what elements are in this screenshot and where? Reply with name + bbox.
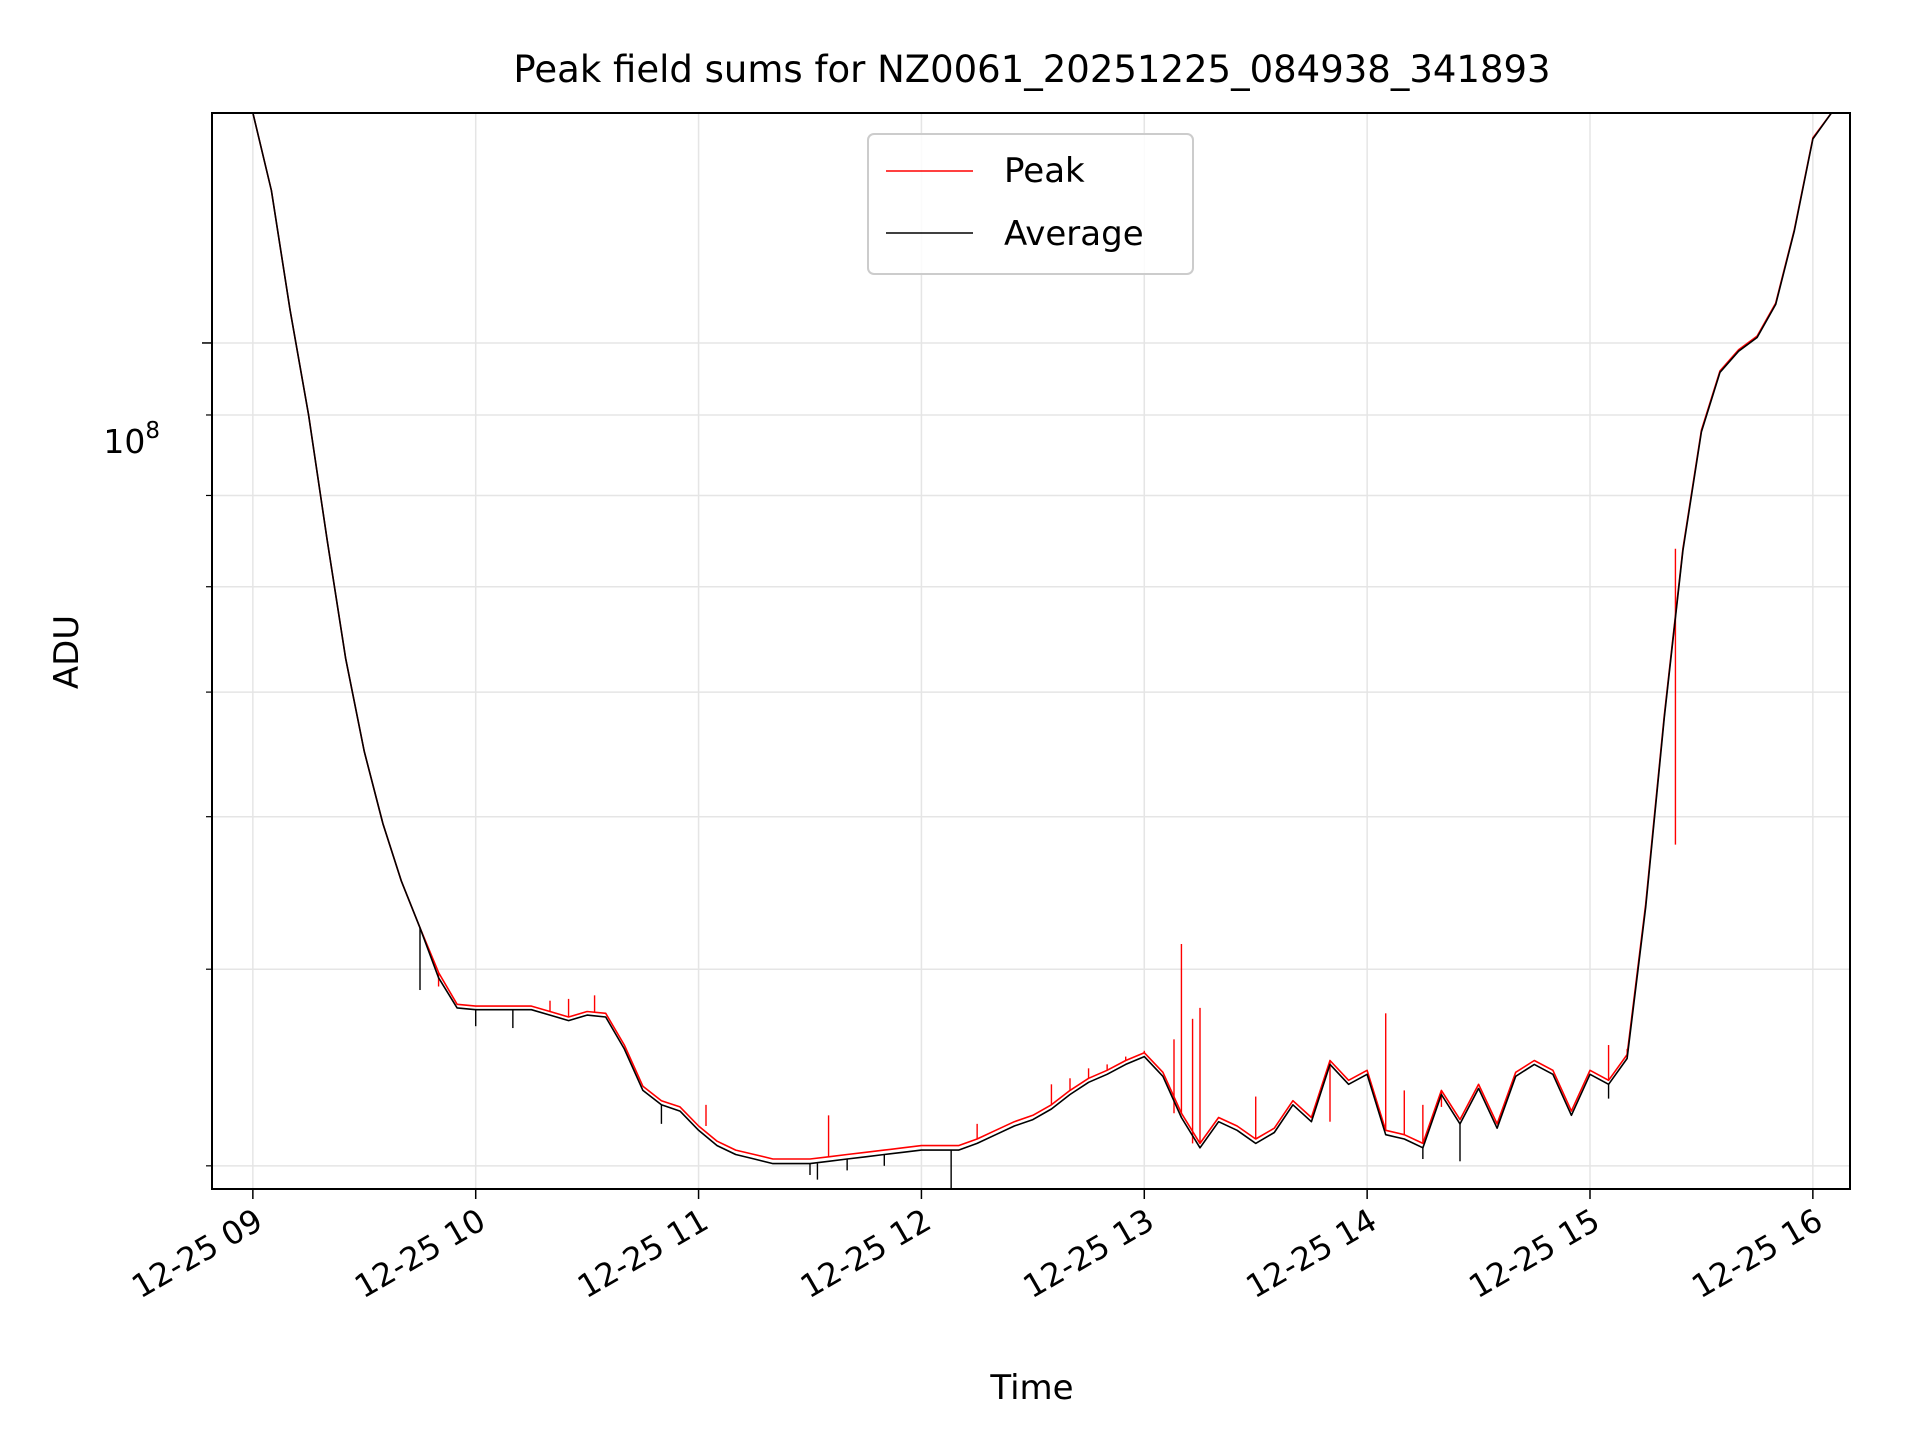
legend-box bbox=[867, 133, 1194, 275]
plot-frame bbox=[211, 112, 1851, 1190]
y-tick-exponent: 8 bbox=[145, 418, 160, 444]
series-layer bbox=[252, 113, 1833, 1189]
y-axis: 108 bbox=[103, 342, 212, 1167]
grid bbox=[212, 113, 1850, 1189]
chart-title: Peak field sums for NZ0061_20251225_0849… bbox=[513, 48, 1550, 91]
y-axis-label: ADU bbox=[47, 615, 87, 689]
y-tick-base: 10 bbox=[103, 422, 145, 461]
y-tick-label: 108 bbox=[103, 418, 160, 461]
series-line-peak bbox=[252, 113, 1833, 1160]
series-line-average bbox=[252, 113, 1833, 1165]
legend: Peak Average bbox=[867, 133, 1194, 275]
legend-label-peak: Peak bbox=[1004, 151, 1085, 191]
x-axis-label: Time bbox=[989, 1368, 1073, 1408]
legend-label-average: Average bbox=[1004, 214, 1144, 254]
